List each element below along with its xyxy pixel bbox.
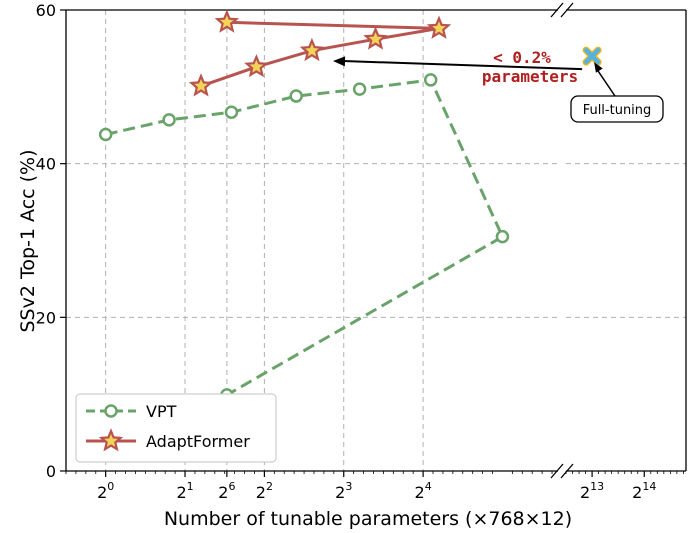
y-axis-label: SSv2 Top-1 Acc (%) bbox=[17, 149, 39, 332]
point-vpt bbox=[289, 89, 303, 103]
legend-marker-vpt bbox=[104, 404, 118, 418]
annotation-full-tuning: Full-tuning bbox=[570, 62, 664, 123]
y-tick-label: 40 bbox=[36, 155, 56, 174]
point-adaptformer bbox=[299, 37, 325, 62]
full-tuning-label: Full-tuning bbox=[583, 103, 652, 118]
y-tick-label: 20 bbox=[36, 308, 56, 327]
axis-break-mark bbox=[560, 463, 574, 479]
point-adaptformer bbox=[188, 73, 214, 97]
point-vpt bbox=[224, 105, 239, 119]
x-tick-label: 214 bbox=[632, 480, 656, 502]
series-line-adaptformer bbox=[200, 20, 440, 88]
tick-labels: 0 20 40 60 20 21 22 23 24 26 213 214 bbox=[36, 1, 684, 502]
point-vpt bbox=[495, 229, 510, 244]
legend-label-adaptformer: AdaptFormer bbox=[146, 432, 250, 451]
full-tuning-box bbox=[570, 95, 664, 123]
x-tick-label: 26 bbox=[218, 480, 235, 502]
x-tick-label: 21 bbox=[176, 480, 193, 502]
point-adaptformer bbox=[426, 15, 452, 39]
legend-marker-adaptformer bbox=[98, 428, 124, 452]
point-vpt bbox=[98, 127, 113, 142]
point-vpt bbox=[352, 82, 367, 96]
annotation-parameters-word: parameters bbox=[482, 67, 578, 86]
annotation-percent: < 0.2% bbox=[493, 48, 551, 67]
annotation-parameters: < 0.2% parameters bbox=[333, 48, 583, 86]
x-tick-label: 20 bbox=[97, 480, 114, 502]
point-full-tuning bbox=[582, 46, 602, 66]
x-tick-label: 213 bbox=[580, 480, 604, 502]
annotation-arrow bbox=[342, 60, 583, 71]
axis-break-mark bbox=[550, 463, 564, 479]
full-tuning-arrowhead bbox=[594, 62, 603, 73]
x-tick-label: 23 bbox=[335, 480, 352, 502]
x-axis-label: Number of tunable parameters (×768×12) bbox=[164, 508, 572, 530]
x-tick-label: 24 bbox=[415, 480, 432, 502]
y-tick-label: 0 bbox=[46, 462, 56, 481]
full-tuning-arrow bbox=[595, 67, 616, 97]
x-marker bbox=[584, 48, 601, 65]
series-line-vpt bbox=[105, 78, 505, 397]
legend: VPT AdaptFormer bbox=[75, 393, 277, 463]
legend-label-vpt: VPT bbox=[146, 402, 177, 421]
point-vpt bbox=[423, 73, 438, 87]
x-tick-label: 22 bbox=[256, 480, 273, 502]
annotation-arrowhead bbox=[333, 56, 346, 67]
point-adaptformer bbox=[214, 9, 240, 33]
axis-break-mark bbox=[550, 2, 564, 18]
axis-break-mark bbox=[560, 2, 574, 18]
point-adaptformer bbox=[363, 26, 388, 50]
point-vpt bbox=[162, 113, 176, 127]
grid bbox=[66, 10, 686, 471]
y-tick-label: 60 bbox=[36, 1, 56, 20]
axes-frame bbox=[65, 2, 687, 479]
legend-box bbox=[75, 393, 277, 463]
point-adaptformer bbox=[244, 54, 269, 78]
